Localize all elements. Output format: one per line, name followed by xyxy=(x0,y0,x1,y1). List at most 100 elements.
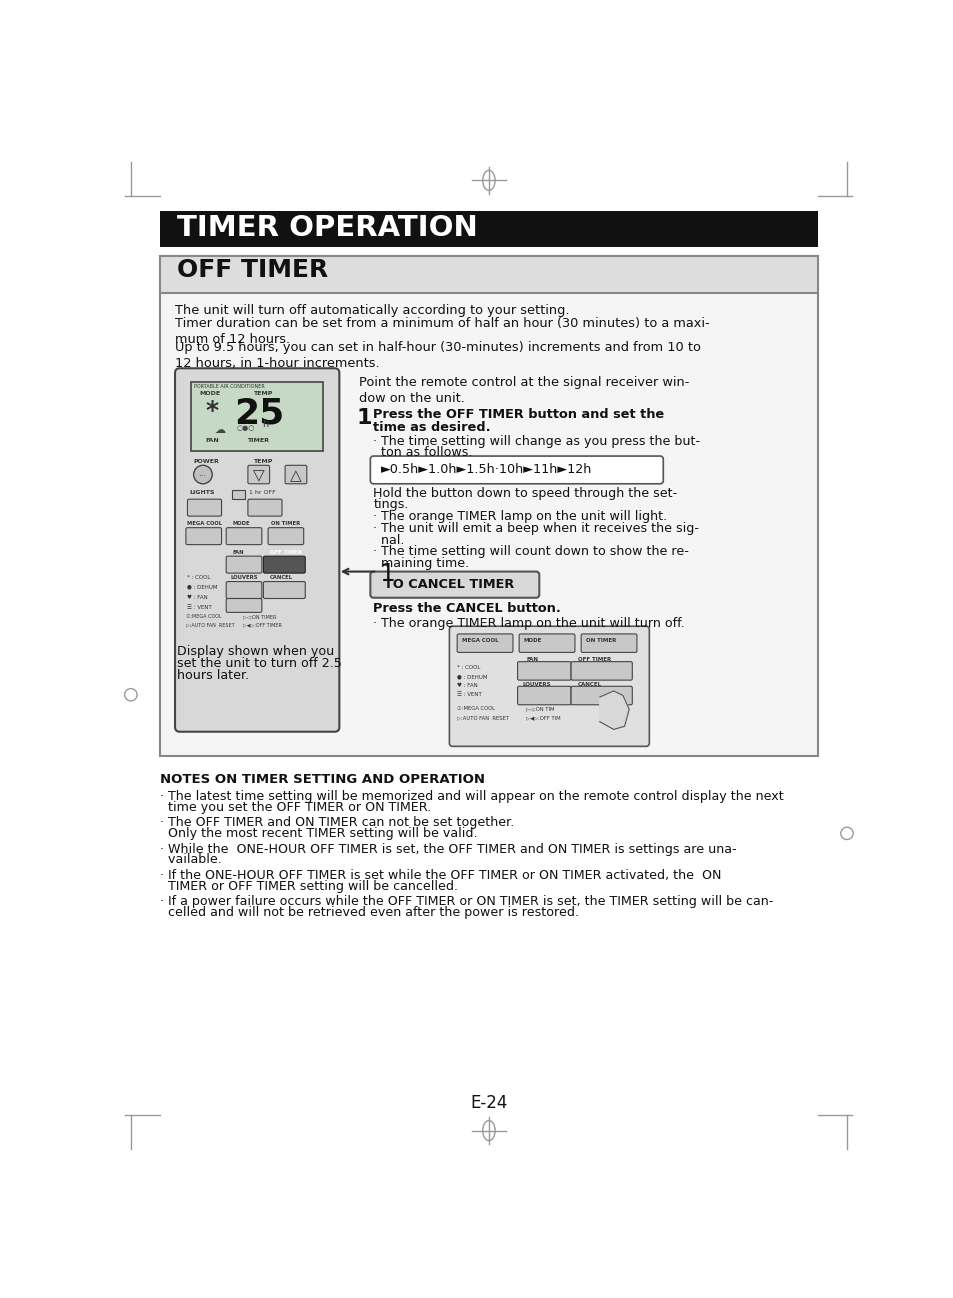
Text: MEGA COOL: MEGA COOL xyxy=(461,637,497,643)
Text: ☁: ☁ xyxy=(214,426,226,435)
FancyBboxPatch shape xyxy=(571,687,632,705)
FancyBboxPatch shape xyxy=(268,528,303,545)
FancyBboxPatch shape xyxy=(456,633,513,653)
FancyBboxPatch shape xyxy=(226,528,261,545)
Bar xyxy=(159,212,818,247)
FancyBboxPatch shape xyxy=(226,582,261,598)
FancyBboxPatch shape xyxy=(248,500,282,517)
Text: · The orange TIMER lamp on the unit will light.: · The orange TIMER lamp on the unit will… xyxy=(373,510,667,523)
Text: The unit will turn off automatically according to your setting.: The unit will turn off automatically acc… xyxy=(174,304,569,318)
Text: POWER: POWER xyxy=(193,459,219,465)
Text: FAN: FAN xyxy=(205,437,219,443)
Text: Up to 9.5 hours, you can set in half-hour (30-minutes) increments and from 10 to: Up to 9.5 hours, you can set in half-hou… xyxy=(174,341,700,370)
Text: set the unit to turn off 2.5: set the unit to turn off 2.5 xyxy=(176,657,341,670)
Text: Press the OFF TIMER button and set the: Press the OFF TIMER button and set the xyxy=(373,409,664,422)
FancyBboxPatch shape xyxy=(226,556,261,574)
Text: ▷◀▷:OFF TIM: ▷◀▷:OFF TIM xyxy=(525,715,560,720)
Text: LIGHTS: LIGHTS xyxy=(189,489,214,495)
FancyBboxPatch shape xyxy=(580,633,637,653)
Text: TIMER: TIMER xyxy=(247,437,269,443)
Text: · The time setting will change as you press the but-: · The time setting will change as you pr… xyxy=(373,435,700,448)
FancyBboxPatch shape xyxy=(285,465,307,484)
Text: Hold the button down to speed through the set-: Hold the button down to speed through th… xyxy=(373,487,677,500)
Text: ● : DEHUM: ● : DEHUM xyxy=(187,584,217,589)
Text: ☰ : VENT: ☰ : VENT xyxy=(456,692,481,697)
Text: Timer duration can be set from a minimum of half an hour (30 minutes) to a maxi-: Timer duration can be set from a minimum… xyxy=(174,317,709,345)
Text: Press the CANCEL button.: Press the CANCEL button. xyxy=(373,602,560,615)
Text: ▷◁:ON TIMER: ▷◁:ON TIMER xyxy=(243,614,276,619)
FancyBboxPatch shape xyxy=(370,571,538,598)
Text: MODE: MODE xyxy=(233,520,250,526)
Text: ▷:AUTO FAN  RESET: ▷:AUTO FAN RESET xyxy=(456,715,509,720)
FancyBboxPatch shape xyxy=(263,556,305,574)
Text: vailable.: vailable. xyxy=(159,853,221,866)
Polygon shape xyxy=(599,691,629,729)
Text: celled and will not be retrieved even after the power is restored.: celled and will not be retrieved even af… xyxy=(159,906,578,919)
Text: · The unit will emit a beep when it receives the sig-: · The unit will emit a beep when it rece… xyxy=(373,522,699,535)
Text: TIMER OPERATION: TIMER OPERATION xyxy=(176,213,476,241)
Text: Point the remote control at the signal receiver win-
dow on the unit.: Point the remote control at the signal r… xyxy=(359,376,689,405)
FancyBboxPatch shape xyxy=(571,662,632,680)
Text: · While the  ONE-HOUR OFF TIMER is set, the OFF TIMER and ON TIMER is settings a: · While the ONE-HOUR OFF TIMER is set, t… xyxy=(159,842,736,855)
Text: TEMP: TEMP xyxy=(253,392,273,396)
Text: · The orange TIMER lamp on the unit will turn off.: · The orange TIMER lamp on the unit will… xyxy=(373,617,684,630)
Text: * : COOL: * : COOL xyxy=(187,575,211,580)
Bar xyxy=(159,256,818,293)
FancyBboxPatch shape xyxy=(174,369,339,732)
FancyBboxPatch shape xyxy=(263,582,305,598)
Bar xyxy=(159,256,818,757)
Text: time you set the OFF TIMER or ON TIMER.: time you set the OFF TIMER or ON TIMER. xyxy=(159,801,430,814)
FancyBboxPatch shape xyxy=(186,528,221,545)
Text: ton as follows.: ton as follows. xyxy=(373,447,473,459)
Text: hours later.: hours later. xyxy=(176,670,249,683)
Text: CANCEL: CANCEL xyxy=(270,575,293,580)
Text: ▷◁:ON TIM: ▷◁:ON TIM xyxy=(525,706,554,711)
Text: ☉:MEGA COOL: ☉:MEGA COOL xyxy=(186,614,221,619)
FancyBboxPatch shape xyxy=(517,687,571,705)
Text: TIMER or OFF TIMER setting will be cancelled.: TIMER or OFF TIMER setting will be cance… xyxy=(159,880,457,893)
Text: * : COOL: * : COOL xyxy=(456,665,480,670)
Text: 1 hr OFF: 1 hr OFF xyxy=(249,489,276,495)
Text: ►0.5h►1.0h►1.5h·10h►11h►12h: ►0.5h►1.0h►1.5h·10h►11h►12h xyxy=(381,463,592,476)
Text: PORTABLE AIR CONDITIONER: PORTABLE AIR CONDITIONER xyxy=(194,384,265,389)
Text: maining time.: maining time. xyxy=(373,557,469,570)
Text: ☉:MEGA COOL: ☉:MEGA COOL xyxy=(456,706,495,711)
FancyBboxPatch shape xyxy=(517,662,571,680)
Text: ON TIMER: ON TIMER xyxy=(585,637,616,643)
FancyBboxPatch shape xyxy=(518,633,575,653)
Text: MEGA COOL: MEGA COOL xyxy=(187,520,222,526)
Text: 1: 1 xyxy=(379,562,395,587)
Text: LOUVERS: LOUVERS xyxy=(521,681,550,687)
Bar xyxy=(192,382,323,452)
FancyBboxPatch shape xyxy=(370,456,662,484)
Text: · The time setting will count down to show the re-: · The time setting will count down to sh… xyxy=(373,545,689,558)
Text: ☰ : VENT: ☰ : VENT xyxy=(187,605,212,610)
Text: · The OFF TIMER and ON TIMER can not be set together.: · The OFF TIMER and ON TIMER can not be … xyxy=(159,816,514,829)
Text: ○●○: ○●○ xyxy=(236,426,254,431)
Circle shape xyxy=(193,465,212,484)
Text: 1: 1 xyxy=(356,409,372,428)
Text: · If a power failure occurs while the OFF TIMER or ON TIMER is set, the TIMER se: · If a power failure occurs while the OF… xyxy=(159,894,772,909)
FancyBboxPatch shape xyxy=(187,500,221,517)
Text: ▽: ▽ xyxy=(253,469,264,483)
Text: time as desired.: time as desired. xyxy=(373,421,491,434)
Text: NOTES ON TIMER SETTING AND OPERATION: NOTES ON TIMER SETTING AND OPERATION xyxy=(159,774,484,787)
Text: ● : DEHUM: ● : DEHUM xyxy=(456,674,487,679)
Text: 25: 25 xyxy=(233,396,284,430)
Text: Display shown when you: Display shown when you xyxy=(176,645,334,658)
Text: ▷:AUTO FAN  RESET: ▷:AUTO FAN RESET xyxy=(186,622,234,627)
FancyBboxPatch shape xyxy=(226,598,261,613)
Bar xyxy=(233,489,245,500)
Text: *: * xyxy=(205,398,218,423)
Text: OFF TIMER: OFF TIMER xyxy=(578,657,611,662)
Text: OFF TIMER: OFF TIMER xyxy=(176,258,328,282)
Text: · The latest time setting will be memorized and will appear on the remote contro: · The latest time setting will be memori… xyxy=(159,790,782,803)
Text: ON TIMER: ON TIMER xyxy=(271,520,300,526)
Text: CANCEL: CANCEL xyxy=(578,681,601,687)
Text: ♥ : FAN: ♥ : FAN xyxy=(187,594,208,600)
Text: nal.: nal. xyxy=(373,533,404,546)
Text: OFF TIMER: OFF TIMER xyxy=(270,550,301,556)
Text: ▷◀▷:OFF TIMER: ▷◀▷:OFF TIMER xyxy=(243,622,282,627)
FancyBboxPatch shape xyxy=(449,626,649,746)
Text: ...: ... xyxy=(198,469,206,478)
